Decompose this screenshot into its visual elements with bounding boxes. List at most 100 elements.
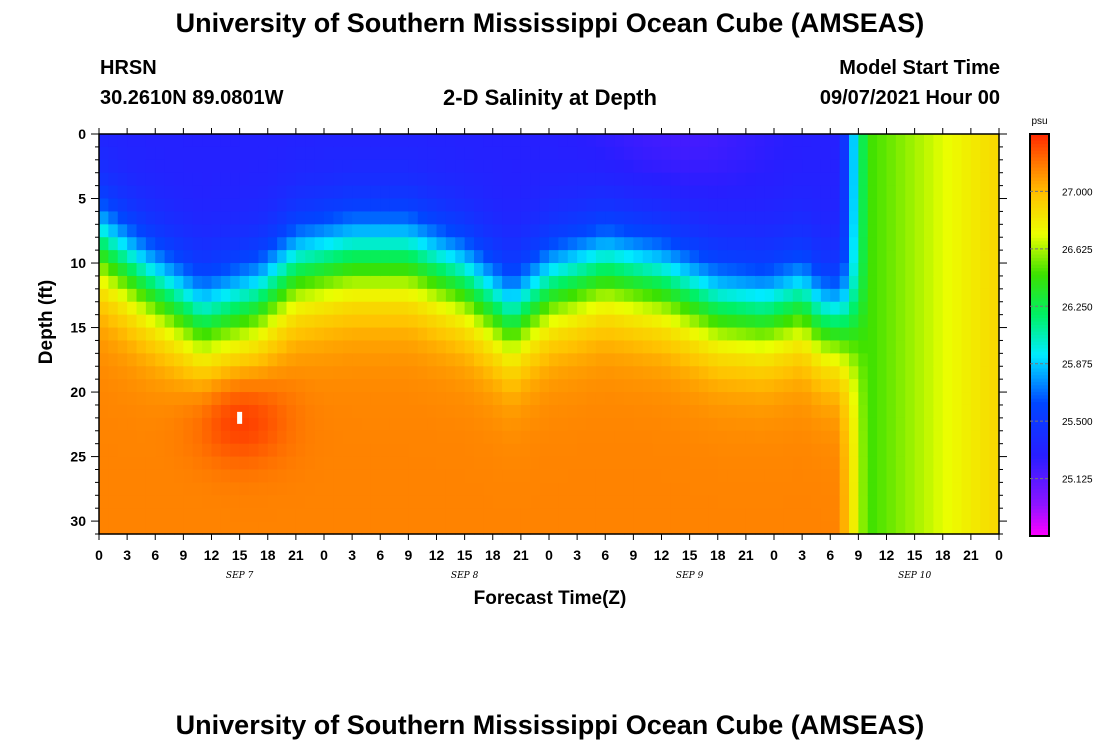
heatmap-cell: [633, 224, 644, 238]
heatmap-cell: [914, 288, 925, 303]
heatmap-cell: [745, 430, 756, 445]
heatmap-cell: [445, 353, 456, 367]
heatmap-cell: [764, 392, 775, 406]
heatmap-cell: [699, 392, 709, 406]
heatmap-cell: [614, 211, 625, 225]
heatmap-cell: [642, 301, 653, 316]
heatmap-cell: [980, 469, 991, 483]
heatmap-cell: [895, 456, 906, 471]
heatmap-cell: [895, 392, 906, 406]
heatmap-cell: [680, 237, 691, 251]
heatmap-cell: [249, 211, 259, 225]
heatmap-cell: [174, 172, 184, 187]
heatmap-cell: [586, 430, 597, 445]
heatmap-cell: [867, 185, 878, 200]
heatmap-cell: [605, 508, 616, 522]
heatmap-cell: [970, 443, 981, 458]
heatmap-cell: [811, 237, 822, 251]
heatmap-cell: [474, 521, 484, 535]
heatmap-cell: [117, 172, 128, 187]
heatmap-cell: [192, 443, 203, 458]
heatmap-cell: [258, 301, 269, 316]
heatmap-cell: [174, 456, 184, 471]
heatmap-cell: [455, 134, 466, 148]
heatmap-cell: [511, 314, 522, 329]
heatmap-cell: [436, 456, 447, 471]
heatmap-cell: [886, 482, 897, 496]
heatmap-cell: [670, 327, 681, 342]
heatmap-cell: [389, 417, 400, 432]
heatmap-cell: [145, 288, 156, 303]
heatmap-cell: [389, 508, 400, 522]
heatmap-cell: [239, 224, 250, 238]
heatmap-cell: [183, 353, 194, 367]
heatmap-cell: [933, 224, 944, 238]
heatmap-cell: [183, 134, 194, 148]
heatmap-cell: [295, 430, 306, 445]
heatmap-cell: [492, 146, 503, 161]
heatmap-cell: [961, 314, 972, 329]
heatmap-cell: [980, 353, 991, 367]
x-axis-label: Forecast Time(Z): [474, 588, 627, 609]
heatmap-cell: [549, 250, 559, 264]
heatmap-cell: [661, 288, 672, 303]
heatmap-cell: [352, 456, 363, 471]
heatmap-cell: [192, 172, 203, 187]
heatmap-cell: [877, 288, 888, 303]
heatmap-cell: [408, 379, 419, 393]
heatmap-cell: [605, 288, 616, 303]
y-tick-label: 20: [70, 384, 86, 400]
colorbar-segment: [1030, 385, 1049, 390]
heatmap-cell: [980, 134, 991, 148]
colorbar-segment: [1030, 314, 1049, 319]
heatmap-cell: [877, 134, 888, 148]
heatmap-cell: [614, 404, 625, 419]
heatmap-cell: [361, 211, 372, 225]
heatmap-cell: [108, 366, 119, 380]
heatmap-cell: [202, 211, 213, 225]
colorbar-segment: [1030, 532, 1049, 537]
heatmap-cell: [220, 314, 231, 329]
heatmap-cell: [361, 314, 372, 329]
colorbar-segment: [1030, 211, 1049, 215]
heatmap-cell: [342, 185, 353, 200]
heatmap-cell: [164, 275, 175, 290]
heatmap-cell: [117, 353, 128, 367]
colorbar-segment: [1030, 515, 1049, 520]
heatmap-cell: [445, 159, 456, 174]
heatmap-cell: [905, 482, 916, 496]
heatmap-cell: [511, 263, 522, 277]
heatmap-cell: [164, 327, 175, 342]
heatmap-cell: [652, 469, 663, 483]
heatmap-cell: [164, 224, 175, 238]
heatmap-cell: [502, 250, 513, 264]
heatmap-cell: [117, 198, 128, 213]
heatmap-cell: [914, 495, 925, 509]
heatmap-cell: [783, 237, 794, 251]
heatmap-cell: [174, 469, 184, 483]
heatmap-cell: [989, 288, 1000, 303]
heatmap-cell: [764, 224, 775, 238]
heatmap-cell: [614, 456, 625, 471]
heatmap-cell: [895, 495, 906, 509]
heatmap-cell: [99, 340, 109, 354]
heatmap-cell: [858, 482, 869, 496]
heatmap-cell: [914, 456, 925, 471]
heatmap-cell: [464, 211, 475, 225]
heatmap-cell: [895, 288, 906, 303]
heatmap-cell: [127, 185, 138, 200]
heatmap-cell: [717, 211, 728, 225]
heatmap-cell: [370, 237, 381, 251]
heatmap-cell: [914, 198, 925, 213]
heatmap-cell: [774, 443, 784, 458]
heatmap-cell: [370, 456, 381, 471]
heatmap-cell: [830, 469, 841, 483]
heatmap-cell: [736, 495, 747, 509]
heatmap-cell: [445, 314, 456, 329]
heatmap-cell: [755, 211, 766, 225]
max-marker-group: [237, 411, 243, 424]
heatmap-cell: [145, 327, 156, 342]
heatmap-cell: [549, 366, 559, 380]
heatmap-cell: [867, 482, 878, 496]
colorbar-segment: [1030, 519, 1049, 524]
